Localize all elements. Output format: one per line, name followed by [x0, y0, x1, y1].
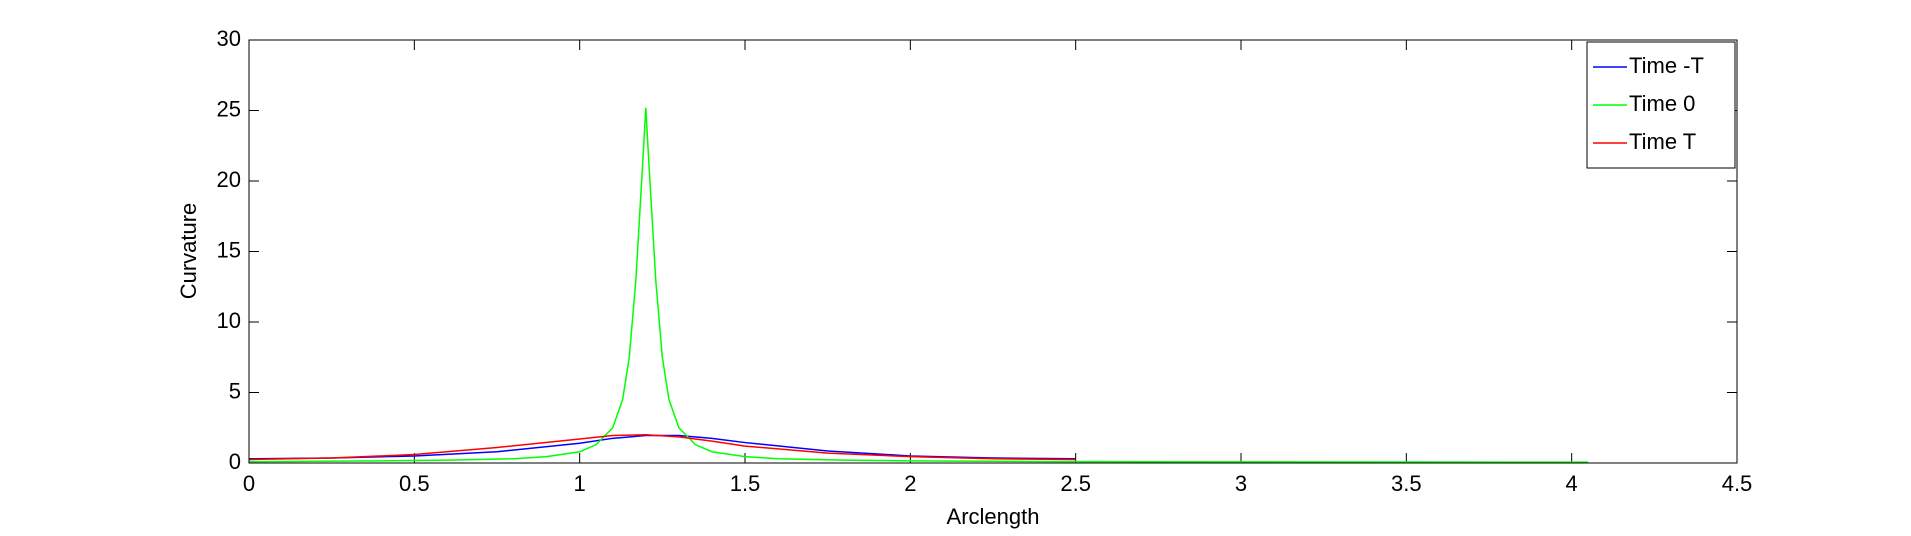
y-tick-label: 15	[217, 237, 241, 262]
x-tick-label: 1.5	[730, 471, 761, 496]
y-tick-label: 10	[217, 308, 241, 333]
y-tick-label: 30	[217, 26, 241, 51]
axes-box	[248, 39, 1738, 464]
x-axis-label: Arclength	[947, 504, 1040, 529]
plot-area	[249, 40, 1737, 463]
legend-label: Time 0	[1629, 91, 1695, 116]
legend-label: Time -T	[1629, 53, 1704, 78]
line-series	[248, 434, 1076, 461]
y-tick-label: 5	[229, 378, 241, 403]
x-tick-label: 0	[243, 471, 255, 496]
x-tick-label: 0.5	[399, 471, 430, 496]
y-tick-label: 0	[229, 449, 241, 474]
x-tick-label: 4	[1566, 471, 1578, 496]
y-axis-label: Curvature	[176, 203, 201, 300]
x-tick-label: 3	[1235, 471, 1247, 496]
x-tick-label: 2.5	[1060, 471, 1091, 496]
x-tick-label: 1	[574, 471, 586, 496]
line-series	[248, 107, 1589, 463]
x-tick-label: 3.5	[1391, 471, 1422, 496]
legend-label: Time T	[1629, 129, 1696, 154]
x-tick-label: 4.5	[1722, 471, 1753, 496]
y-tick-label: 20	[217, 167, 241, 192]
x-tick-label: 2	[904, 471, 916, 496]
y-tick-label: 25	[217, 96, 241, 121]
